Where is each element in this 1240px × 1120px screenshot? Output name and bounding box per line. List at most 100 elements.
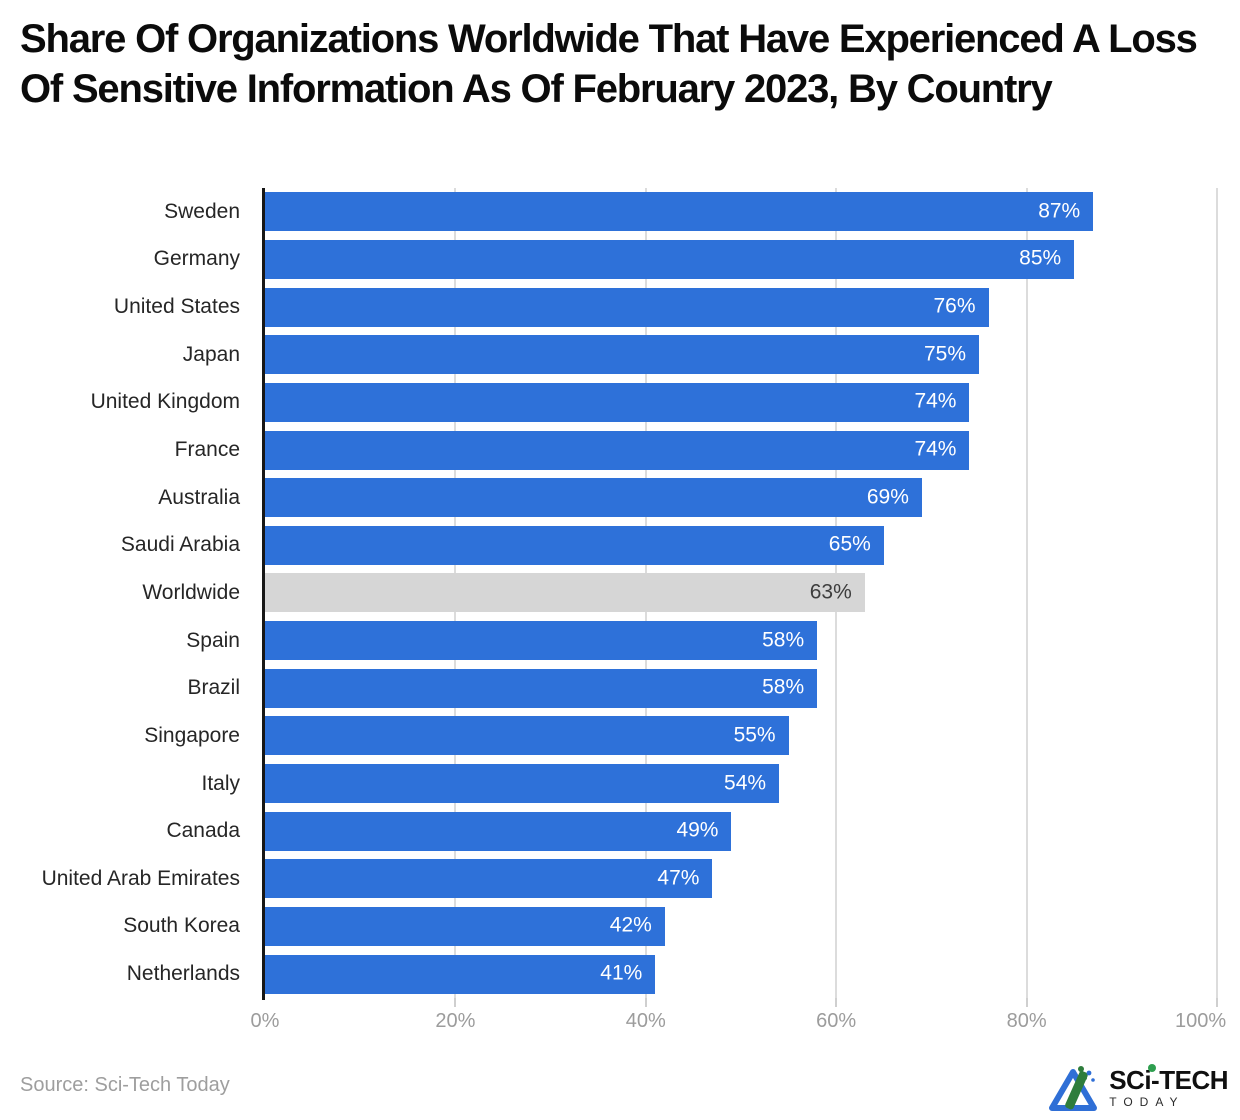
category-label: Canada bbox=[166, 819, 240, 843]
gridline bbox=[1025, 188, 1028, 998]
bar: 76% bbox=[265, 287, 989, 327]
bar-track: 58% bbox=[265, 621, 1217, 661]
value-label: 54% bbox=[724, 771, 767, 795]
bar: 49% bbox=[265, 811, 732, 851]
chart-row: United Arab Emirates 47% bbox=[0, 855, 1240, 903]
chart-row: Saudi Arabia 65% bbox=[0, 521, 1240, 569]
bar-track: 69% bbox=[265, 478, 1217, 518]
bar-track: 42% bbox=[265, 906, 1217, 946]
bar-track: 74% bbox=[265, 430, 1217, 470]
category-label: Australia bbox=[158, 485, 240, 509]
bar-track: 41% bbox=[265, 954, 1217, 994]
bar: 87% bbox=[265, 192, 1094, 232]
bar: 55% bbox=[265, 716, 789, 756]
bar: 58% bbox=[265, 621, 818, 661]
source-note: Source: Sci-Tech Today bbox=[20, 1074, 230, 1096]
axis-tick bbox=[835, 998, 838, 1007]
chart-row: Italy 54% bbox=[0, 760, 1240, 808]
chart-row: United Kingdom 74% bbox=[0, 379, 1240, 427]
chart-row: Japan 75% bbox=[0, 331, 1240, 379]
chart-row: South Korea 42% bbox=[0, 903, 1240, 951]
bar: 42% bbox=[265, 906, 665, 946]
bar-track: 47% bbox=[265, 859, 1217, 899]
x-axis-ticks bbox=[265, 998, 1218, 1007]
chart-row: Brazil 58% bbox=[0, 664, 1240, 712]
axis-tick bbox=[454, 998, 457, 1007]
bar-track: 75% bbox=[265, 335, 1217, 375]
category-label: Italy bbox=[201, 771, 240, 795]
value-label: 87% bbox=[1038, 199, 1081, 223]
bar-track: 58% bbox=[265, 668, 1217, 708]
value-label: 63% bbox=[809, 580, 852, 604]
bar-track: 54% bbox=[265, 764, 1217, 803]
bar-track: 85% bbox=[265, 239, 1217, 279]
logo-text: SCi-TECH TODAY bbox=[1109, 1063, 1228, 1109]
bar: 54% bbox=[265, 764, 780, 803]
value-label: 76% bbox=[933, 294, 976, 318]
chart-row: Spain 58% bbox=[0, 617, 1240, 665]
bar-highlight: 63% bbox=[265, 573, 865, 613]
axis-tick bbox=[1216, 998, 1218, 1007]
category-label: United States bbox=[113, 295, 240, 319]
value-label: 65% bbox=[828, 532, 871, 556]
axis-tick bbox=[644, 998, 647, 1007]
bar-track: 63% bbox=[265, 573, 1217, 613]
bar: 74% bbox=[265, 430, 970, 470]
chart-row: Netherlands 41% bbox=[0, 950, 1240, 998]
category-label: South Korea bbox=[123, 914, 240, 938]
gridline bbox=[1216, 188, 1218, 998]
bar: 74% bbox=[265, 382, 970, 422]
value-label: 69% bbox=[866, 485, 909, 509]
x-tick-label: 60% bbox=[816, 1010, 857, 1032]
value-label: 74% bbox=[914, 389, 957, 413]
bar: 58% bbox=[265, 668, 818, 708]
chart-row: Australia 69% bbox=[0, 474, 1240, 522]
category-label: Netherlands bbox=[126, 962, 240, 986]
chart-row: France 74% bbox=[0, 426, 1240, 474]
chart-row: Germany 85% bbox=[0, 236, 1240, 284]
logo-tagline: TODAY bbox=[1109, 1094, 1185, 1109]
category-label: Japan bbox=[182, 342, 240, 366]
bar-chart: Sweden 87% Germany 85% United States 76% Japan… bbox=[0, 188, 1240, 1032]
bar: 85% bbox=[265, 239, 1075, 279]
value-label: 75% bbox=[923, 342, 966, 366]
category-label: Brazil bbox=[187, 676, 240, 700]
category-label: Germany bbox=[153, 247, 240, 271]
value-label: 58% bbox=[762, 628, 805, 652]
x-tick-label: 20% bbox=[435, 1010, 476, 1032]
bar: 41% bbox=[265, 954, 656, 994]
value-label: 74% bbox=[914, 437, 957, 461]
bar-track: 65% bbox=[265, 525, 1217, 565]
bar-track: 76% bbox=[265, 287, 1217, 327]
value-label: 41% bbox=[600, 961, 643, 985]
bar: 47% bbox=[265, 859, 713, 899]
value-label: 58% bbox=[762, 675, 805, 699]
x-tick-label: 80% bbox=[1006, 1010, 1047, 1032]
chart-row: United States 76% bbox=[0, 283, 1240, 331]
brand-logo: SCi-TECH TODAY bbox=[1048, 1062, 1228, 1112]
logo-wordmark: SCi-TECH bbox=[1109, 1064, 1228, 1095]
category-label: Saudi Arabia bbox=[120, 533, 240, 557]
chart-row: Worldwide 63% bbox=[0, 569, 1240, 617]
bar-track: 49% bbox=[265, 811, 1217, 851]
bar: 65% bbox=[265, 525, 884, 565]
axis-tick bbox=[1025, 998, 1028, 1007]
bar-track: 74% bbox=[265, 382, 1217, 422]
x-axis-labels: 0% 20% 40% 60% 80% 100% bbox=[251, 1010, 1227, 1036]
x-tick-label: 100% bbox=[1175, 1010, 1227, 1032]
bar-track: 55% bbox=[265, 716, 1217, 756]
logo-i-dot-icon bbox=[1148, 1063, 1157, 1072]
category-label: France bbox=[174, 438, 240, 462]
value-label: 55% bbox=[733, 723, 776, 747]
sci-tech-today-logo-icon bbox=[1049, 1066, 1098, 1111]
x-tick-label: 40% bbox=[625, 1010, 666, 1032]
category-label: Sweden bbox=[164, 199, 240, 223]
x-tick-label: 0% bbox=[250, 1010, 280, 1032]
value-label: 49% bbox=[676, 818, 719, 842]
chart-row: Sweden 87% bbox=[0, 188, 1240, 236]
value-label: 42% bbox=[609, 913, 652, 937]
bar: 69% bbox=[265, 478, 922, 518]
category-label: Singapore bbox=[144, 723, 240, 747]
category-label: Spain bbox=[186, 628, 240, 652]
